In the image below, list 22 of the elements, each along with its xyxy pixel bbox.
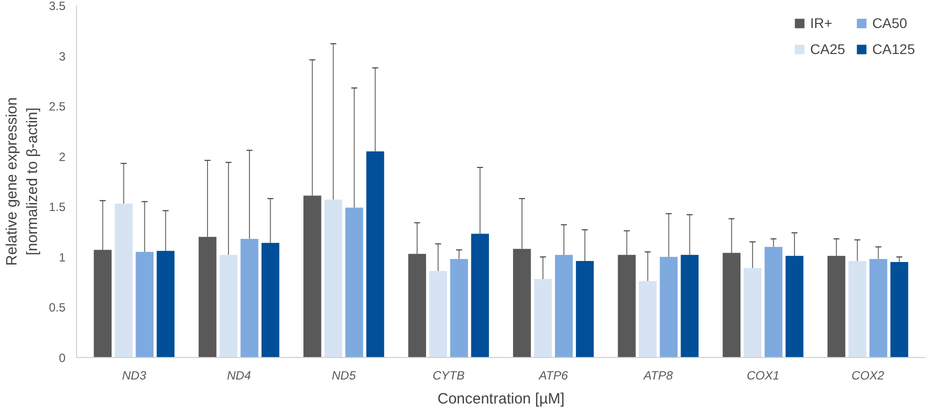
y-tick-label: 1 bbox=[58, 250, 66, 264]
y-tick-label: 3 bbox=[58, 49, 66, 64]
x-tick-label: COX1 bbox=[746, 368, 780, 382]
y-tick-label: 0.5 bbox=[48, 300, 66, 315]
legend-label: CA125 bbox=[872, 41, 915, 57]
y-tick-label: 3.5 bbox=[48, 0, 66, 13]
y-tick-label: 1.5 bbox=[48, 200, 66, 214]
y-tick-label: 0 bbox=[58, 351, 66, 365]
y-axis-title: Relative gene expression [normalized to β-actin] bbox=[3, 97, 41, 266]
x-tick-label: COX2 bbox=[852, 368, 885, 382]
x-axis-title: Concentration [µM] bbox=[437, 390, 565, 408]
legend-label: CA50 bbox=[872, 15, 908, 31]
x-tick-label: ATP8 bbox=[642, 368, 674, 382]
x-tick-label: ATP6 bbox=[538, 368, 568, 382]
legend-label: IR+ bbox=[810, 15, 832, 31]
x-tick-label: ND5 bbox=[332, 368, 356, 382]
x-tick-label: ND4 bbox=[226, 368, 252, 382]
x-tick-label: ND3 bbox=[122, 368, 146, 382]
legend-label: CA25 bbox=[810, 41, 846, 57]
y-tick-label: 2.5 bbox=[48, 100, 66, 114]
y-tick-label: 2 bbox=[58, 150, 66, 164]
x-tick-label: CYTB bbox=[432, 368, 465, 382]
